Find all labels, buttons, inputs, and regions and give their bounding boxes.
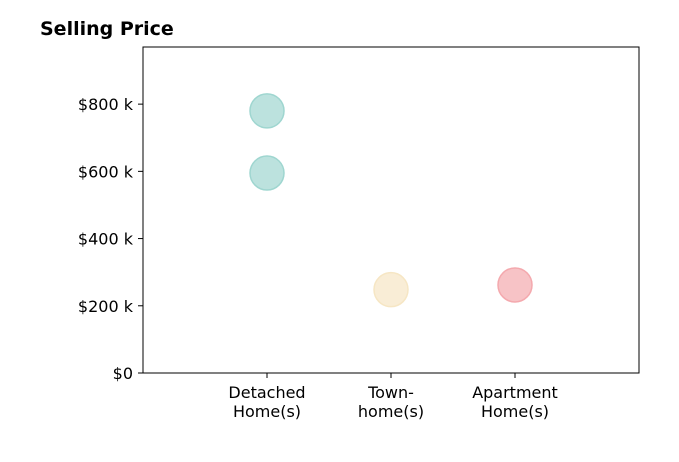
chart-title: Selling Price [40,18,174,40]
plot-frame [142,46,640,374]
y-tick-label: $400 k [78,230,134,249]
data-point [249,93,285,129]
data-points [249,93,533,308]
data-point [497,267,533,303]
x-tick-label: Town-home(s) [358,383,424,421]
x-tick-label: Detached Home(s) [228,383,305,421]
y-tick-label: $800 k [78,95,134,114]
axes: $0 $200 k $400 k $600 k $800 k Detached Home(s… [78,46,640,421]
y-tick-label: $600 k [78,162,134,181]
data-point [249,155,285,191]
y-tick-label: $0 [113,364,133,383]
data-point [373,271,409,308]
x-tick-label: Apartment Home(s) [472,383,558,421]
y-tick-label: $200 k [78,297,134,316]
